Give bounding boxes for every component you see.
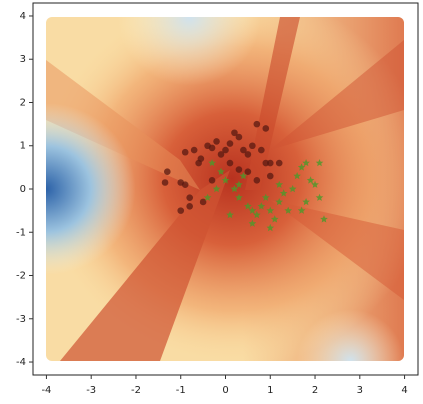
circle-point bbox=[235, 133, 243, 141]
circle-point bbox=[213, 138, 220, 145]
circle-point bbox=[222, 146, 229, 154]
star-point bbox=[266, 206, 275, 214]
circle-point bbox=[253, 177, 261, 184]
circle-point bbox=[262, 125, 270, 132]
star-point bbox=[248, 206, 257, 214]
x-tick-label: -3 bbox=[86, 385, 96, 396]
circle-point bbox=[226, 159, 234, 167]
star-point bbox=[297, 206, 306, 214]
y-tick-label: 2 bbox=[20, 97, 26, 108]
star-point bbox=[266, 223, 275, 232]
circle-point bbox=[253, 120, 261, 128]
star-point bbox=[275, 198, 283, 206]
circle-point bbox=[161, 179, 169, 186]
star-point bbox=[306, 176, 315, 184]
star-point bbox=[297, 163, 306, 171]
circle-point bbox=[240, 146, 247, 154]
star-point bbox=[288, 185, 297, 193]
circle-point bbox=[275, 159, 283, 167]
star-point bbox=[315, 159, 324, 167]
x-tick-label: 3 bbox=[357, 385, 363, 396]
x-tick-label: -4 bbox=[41, 385, 51, 396]
circle-point bbox=[181, 148, 189, 156]
star-point bbox=[208, 159, 216, 167]
circle-point bbox=[197, 155, 205, 163]
x-tick-label: -1 bbox=[176, 385, 186, 396]
star-point bbox=[248, 219, 257, 227]
y-tick-label: 0 bbox=[20, 184, 26, 195]
star-point bbox=[315, 193, 324, 201]
circle-point bbox=[164, 168, 171, 175]
circle-point bbox=[262, 159, 270, 167]
y-tick-label: -4 bbox=[16, 357, 26, 368]
circle-point bbox=[258, 146, 265, 154]
star-point bbox=[235, 180, 243, 188]
star-point bbox=[279, 189, 288, 197]
circle-point bbox=[181, 181, 189, 188]
star-point bbox=[270, 215, 279, 223]
star-point bbox=[257, 202, 266, 210]
circle-point bbox=[217, 151, 225, 158]
star-point bbox=[262, 193, 270, 201]
circle-point bbox=[190, 146, 198, 154]
circle-point bbox=[199, 198, 207, 206]
y-tick-label: 1 bbox=[20, 141, 26, 152]
y-tick-label: -2 bbox=[16, 271, 26, 282]
x-tick-label: 1 bbox=[267, 385, 273, 396]
star-point bbox=[217, 167, 225, 175]
star-point bbox=[203, 193, 212, 201]
x-tick-label: 2 bbox=[312, 385, 318, 396]
y-tick-label: -3 bbox=[16, 314, 26, 325]
y-tick-label: 3 bbox=[20, 54, 26, 65]
star-point bbox=[230, 185, 239, 193]
star-point bbox=[320, 215, 328, 223]
circle-point bbox=[177, 207, 185, 214]
heatmap bbox=[46, 17, 404, 361]
star-point bbox=[293, 172, 301, 180]
x-tick-label: -2 bbox=[131, 385, 141, 396]
circle-point bbox=[226, 140, 234, 147]
star-point bbox=[221, 176, 230, 184]
star-point bbox=[284, 206, 292, 214]
circle-point bbox=[244, 151, 252, 158]
star-point bbox=[253, 211, 261, 219]
star-point bbox=[226, 211, 234, 219]
circle-point bbox=[186, 194, 193, 201]
circle-point bbox=[231, 129, 238, 137]
star-point bbox=[311, 180, 319, 188]
circle-point bbox=[244, 168, 252, 175]
y-tick-label: 4 bbox=[20, 11, 26, 22]
circle-point bbox=[208, 177, 216, 184]
star-point bbox=[212, 185, 221, 193]
y-tick-label: -1 bbox=[16, 227, 26, 238]
circle-point bbox=[249, 142, 256, 150]
star-point bbox=[235, 193, 243, 201]
star-point bbox=[244, 202, 252, 210]
circle-point bbox=[186, 203, 193, 210]
circle-point bbox=[266, 172, 274, 180]
star-point bbox=[239, 172, 248, 180]
x-tick-label: 4 bbox=[401, 385, 407, 396]
star-point bbox=[275, 180, 283, 188]
star-point bbox=[302, 159, 310, 167]
star-point bbox=[302, 198, 310, 206]
circle-point bbox=[208, 144, 216, 152]
x-tick-label: 0 bbox=[222, 385, 228, 396]
circle-point bbox=[235, 166, 243, 173]
